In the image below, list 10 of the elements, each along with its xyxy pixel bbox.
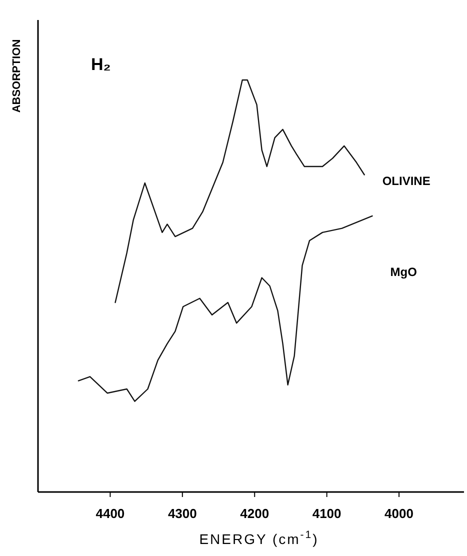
y-axis-title: ABSORPTION <box>11 39 23 113</box>
text: MgO <box>390 264 417 279</box>
x-tick-label: 4400 <box>96 506 125 521</box>
series-label: OLIVINE <box>382 174 430 188</box>
x-tick-label: 4300 <box>168 506 197 521</box>
x-tick-label: 4200 <box>240 506 270 521</box>
x-axis-title: ENERGY (cm$^{-1}$) <box>199 529 319 547</box>
x-tick-label: 4100 <box>312 506 342 521</box>
text: H₂ <box>91 55 111 74</box>
x-tick-label: 4000 <box>384 506 414 521</box>
